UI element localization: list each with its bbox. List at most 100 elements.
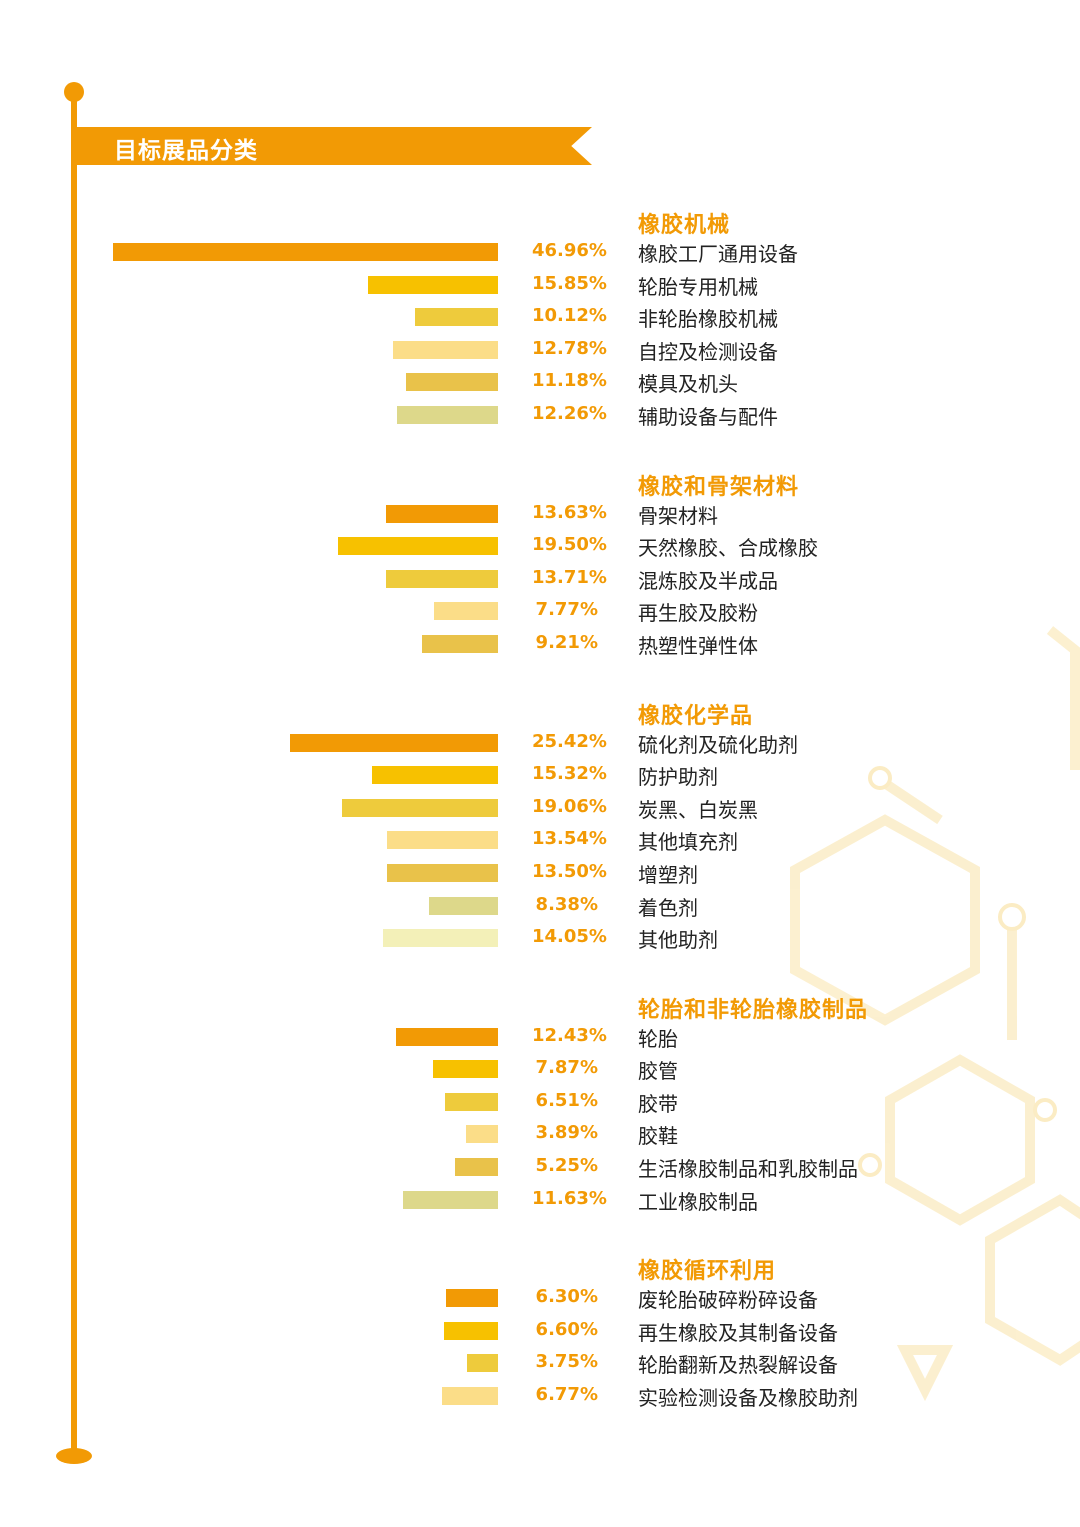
bar-row: 25.42% 硫化剂及硫化助剂 [0, 731, 1080, 773]
data-label: 8.38% [535, 893, 598, 915]
category-label: 再生橡胶及其制备设备 [638, 1320, 838, 1345]
category-label: 轮胎专用机械 [638, 274, 758, 299]
bar-row: 6.60% 再生橡胶及其制备设备 [0, 1319, 1080, 1361]
bar-row: 14.05% 其他助剂 [0, 926, 1080, 968]
bar [372, 766, 498, 785]
category-label: 橡胶工厂通用设备 [638, 242, 798, 266]
data-label: 19.50% [532, 534, 607, 556]
bar [341, 798, 498, 817]
bar [397, 405, 498, 424]
bar-row: 13.63% 骨架材料 [0, 502, 1080, 544]
data-label: 11.18% [532, 370, 607, 392]
category-label: 着色剂 [638, 895, 698, 920]
bar-row: 12.78% 自控及检测设备 [0, 338, 1080, 380]
category-label: 实验检测设备及橡胶助剂 [638, 1386, 858, 1411]
data-label: 7.77% [535, 599, 598, 621]
category-label: 防护助剂 [638, 765, 718, 790]
category-label: 热塑性弹性体 [638, 633, 758, 658]
data-label: 3.89% [535, 1122, 598, 1144]
bar [466, 1125, 498, 1144]
category-label: 辅助设备与配件 [638, 404, 778, 429]
bar [382, 929, 498, 948]
data-label: 12.78% [532, 337, 607, 359]
group-4: 橡胶循环利用 6.30% 废轮胎破碎粉碎设备 6.60% 再生橡胶及其制备设备 3.75%… [0, 1251, 1080, 1425]
bar [444, 1092, 498, 1111]
bar-row: 11.63% 工业橡胶制品 [0, 1188, 1080, 1230]
category-label: 自控及检测设备 [638, 339, 778, 364]
bar [402, 1190, 498, 1209]
bar-row: 13.71% 混炼胶及半成品 [0, 567, 1080, 609]
bar [396, 1027, 498, 1046]
category-label: 骨架材料 [638, 503, 718, 528]
category-label: 轮胎翻新及热裂解设备 [638, 1353, 838, 1378]
category-label: 废轮胎破碎粉碎设备 [638, 1288, 818, 1313]
timeline-pole [71, 92, 77, 1456]
bar [385, 569, 498, 588]
bar [454, 1158, 498, 1177]
category-label: 混炼胶及半成品 [638, 568, 778, 593]
title-banner: 目标展品分类 [74, 127, 592, 165]
data-label: 19.06% [532, 795, 607, 817]
group-2: 橡胶化学品 25.42% 硫化剂及硫化助剂 15.32% 防护助剂 19.06% 炭黑、白炭… [0, 696, 1080, 968]
bar [406, 373, 498, 392]
bar [113, 243, 498, 261]
bar-row: 46.96% 橡胶工厂通用设备 [0, 240, 1080, 282]
bar [415, 308, 498, 327]
data-label: 15.32% [532, 763, 607, 785]
data-label: 6.60% [535, 1318, 598, 1340]
bar-row: 8.38% 着色剂 [0, 894, 1080, 936]
group-1: 橡胶和骨架材料 13.63% 骨架材料 19.50% 天然橡胶、合成橡胶 13.71% 混炼… [0, 467, 1080, 674]
bar-row: 12.26% 辅助设备与配件 [0, 403, 1080, 445]
bar [442, 1387, 498, 1406]
category-label: 再生胶及胶粉 [638, 601, 758, 626]
category-label: 其他助剂 [638, 928, 718, 953]
data-label: 6.51% [535, 1089, 598, 1111]
bar-row: 13.54% 其他填充剂 [0, 828, 1080, 870]
data-label: 13.50% [532, 860, 607, 882]
category-label: 工业橡胶制品 [638, 1189, 758, 1214]
category-label: 炭黑、白炭黑 [638, 797, 758, 822]
bar [429, 896, 498, 915]
bar [422, 634, 498, 653]
bar [443, 1321, 498, 1340]
bar-row: 19.06% 炭黑、白炭黑 [0, 796, 1080, 838]
bar-row: 7.77% 再生胶及胶粉 [0, 599, 1080, 641]
category-label: 硫化剂及硫化助剂 [638, 732, 798, 757]
bar-row: 11.18% 模具及机头 [0, 370, 1080, 412]
data-label: 15.85% [532, 272, 607, 294]
category-label: 轮胎 [638, 1026, 678, 1051]
data-label: 12.26% [532, 402, 607, 424]
bar-row: 6.51% 胶带 [0, 1090, 1080, 1132]
bar [433, 1060, 498, 1079]
bar-row: 9.21% 热塑性弹性体 [0, 632, 1080, 674]
bar-row: 7.87% 胶管 [0, 1057, 1080, 1099]
bar [368, 275, 498, 294]
data-label: 9.21% [535, 631, 598, 653]
group-title: 轮胎和非轮胎橡胶制品 [638, 997, 869, 1023]
bar [386, 504, 498, 523]
category-label: 天然橡胶、合成橡胶 [638, 536, 818, 561]
data-label: 25.42% [532, 730, 607, 752]
data-label: 6.30% [535, 1286, 598, 1308]
bar-row: 12.43% 轮胎 [0, 1025, 1080, 1067]
bar [446, 1289, 498, 1308]
data-label: 46.96% [532, 240, 607, 261]
bar-row: 13.50% 增塑剂 [0, 861, 1080, 903]
group-title: 橡胶化学品 [638, 703, 754, 729]
data-label: 13.54% [532, 828, 607, 850]
data-label: 13.63% [532, 501, 607, 523]
data-label: 7.87% [535, 1057, 598, 1079]
category-label: 增塑剂 [638, 862, 698, 887]
bar-row: 15.85% 轮胎专用机械 [0, 273, 1080, 315]
data-label: 10.12% [532, 305, 607, 327]
category-label: 胶带 [638, 1091, 678, 1116]
bar [467, 1354, 498, 1373]
group-title: 橡胶和骨架材料 [638, 474, 800, 500]
pole-base [56, 1448, 92, 1464]
group-title: 橡胶循环利用 [638, 1259, 777, 1285]
category-label: 其他填充剂 [638, 830, 738, 855]
bar [338, 537, 498, 556]
group-title: 橡胶机械 [638, 213, 731, 238]
data-label: 5.25% [535, 1155, 598, 1177]
